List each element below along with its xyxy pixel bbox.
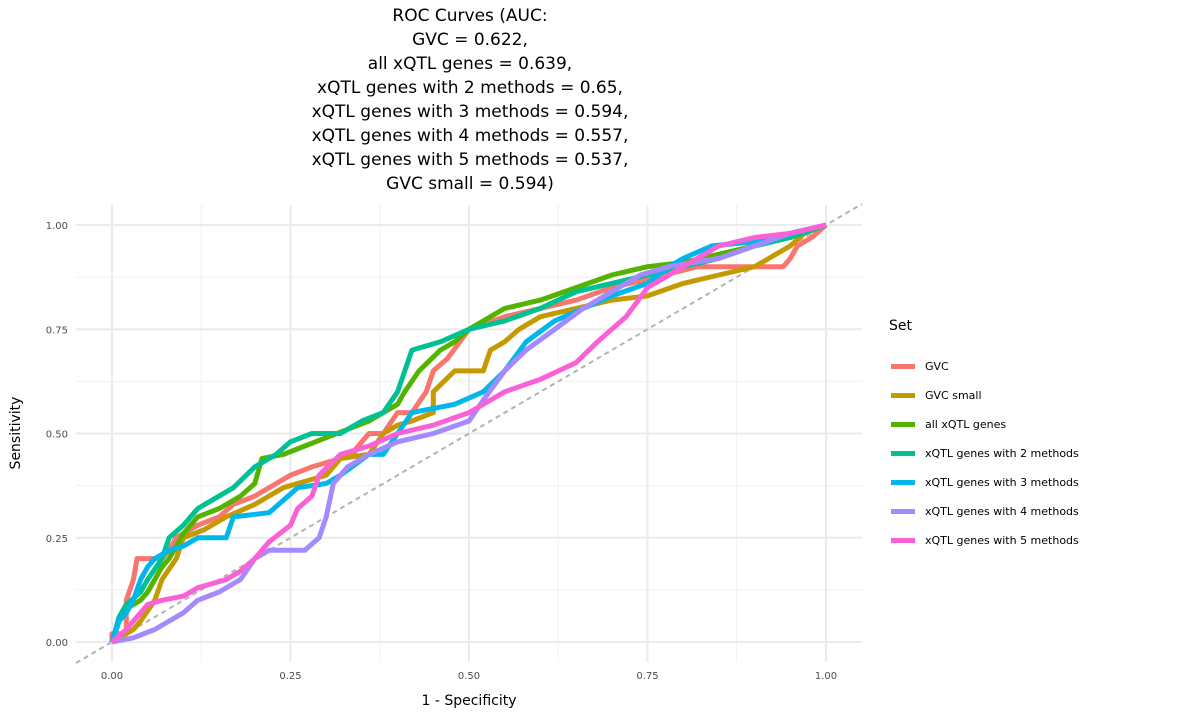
y-tick-label: 0.25 bbox=[46, 534, 68, 545]
legend-label: xQTL genes with 3 methods bbox=[925, 476, 1079, 489]
legend-item: all xQTL genes bbox=[889, 410, 1079, 439]
legend-key bbox=[891, 480, 915, 485]
legend-key bbox=[891, 393, 915, 398]
series-line-6 bbox=[111, 222, 827, 645]
x-axis-title: 1 - Specificity bbox=[421, 693, 516, 709]
series-line-7 bbox=[110, 222, 827, 644]
title-line: xQTL genes with 4 methods = 0.557, bbox=[311, 126, 629, 146]
legend-key bbox=[891, 451, 915, 456]
legend-item: xQTL genes with 2 methods bbox=[889, 439, 1079, 468]
title-line: xQTL genes with 2 methods = 0.65, bbox=[317, 78, 623, 98]
legend-key bbox=[891, 509, 915, 514]
title-line: xQTL genes with 5 methods = 0.537, bbox=[311, 150, 629, 170]
y-tick-label: 0.50 bbox=[46, 430, 68, 441]
legend-key bbox=[891, 364, 915, 369]
legend-label: xQTL genes with 4 methods bbox=[925, 505, 1079, 518]
x-tick-label: 0.00 bbox=[101, 671, 123, 682]
y-tick-label: 1.00 bbox=[46, 221, 68, 232]
legend-item: GVC small bbox=[889, 381, 1079, 410]
legend-label: xQTL genes with 2 methods bbox=[925, 447, 1079, 460]
title-line: GVC small = 0.594) bbox=[386, 174, 554, 194]
legend-item: xQTL genes with 4 methods bbox=[889, 497, 1079, 526]
series-lines bbox=[109, 222, 828, 645]
x-tick-label: 0.25 bbox=[279, 671, 301, 682]
legend-label: GVC small bbox=[925, 389, 982, 402]
y-tick-label: 0.00 bbox=[46, 638, 68, 649]
x-tick-label: 1.00 bbox=[815, 671, 837, 682]
legend-label: xQTL genes with 5 methods bbox=[925, 534, 1079, 547]
title-line: ROC Curves (AUC: bbox=[392, 6, 548, 26]
legend-key bbox=[891, 422, 915, 427]
legend-key bbox=[891, 538, 915, 543]
series-line-2 bbox=[110, 222, 827, 645]
title-line: xQTL genes with 3 methods = 0.594, bbox=[311, 102, 629, 122]
x-tick-label: 0.75 bbox=[636, 671, 658, 682]
chart-title: ROC Curves (AUC: GVC = 0.622, all xQTL gen… bbox=[0, 4, 940, 196]
reference-diagonal bbox=[75, 203, 863, 664]
legend-label: all xQTL genes bbox=[925, 418, 1007, 431]
legend-label: GVC bbox=[925, 360, 949, 373]
legend-item: GVC bbox=[889, 352, 1079, 381]
y-axis-title: Sensitivity bbox=[8, 397, 24, 470]
legend-item: xQTL genes with 5 methods bbox=[889, 526, 1079, 555]
legend-item: xQTL genes with 3 methods bbox=[889, 468, 1079, 497]
legend: Set GVC GVC small all xQTL genes xQTL genes… bbox=[889, 318, 1079, 555]
reference-line bbox=[75, 203, 863, 664]
title-line: all xQTL genes = 0.639, bbox=[367, 54, 573, 74]
title-line: GVC = 0.622, bbox=[412, 30, 528, 50]
tick-labels: 0.00 0.25 0.50 0.75 1.00 0.00 0.25 0.50 0.75 1.00 bbox=[46, 221, 837, 682]
y-tick-label: 0.75 bbox=[46, 325, 68, 336]
x-tick-label: 0.50 bbox=[458, 671, 480, 682]
legend-title: Set bbox=[889, 318, 912, 334]
